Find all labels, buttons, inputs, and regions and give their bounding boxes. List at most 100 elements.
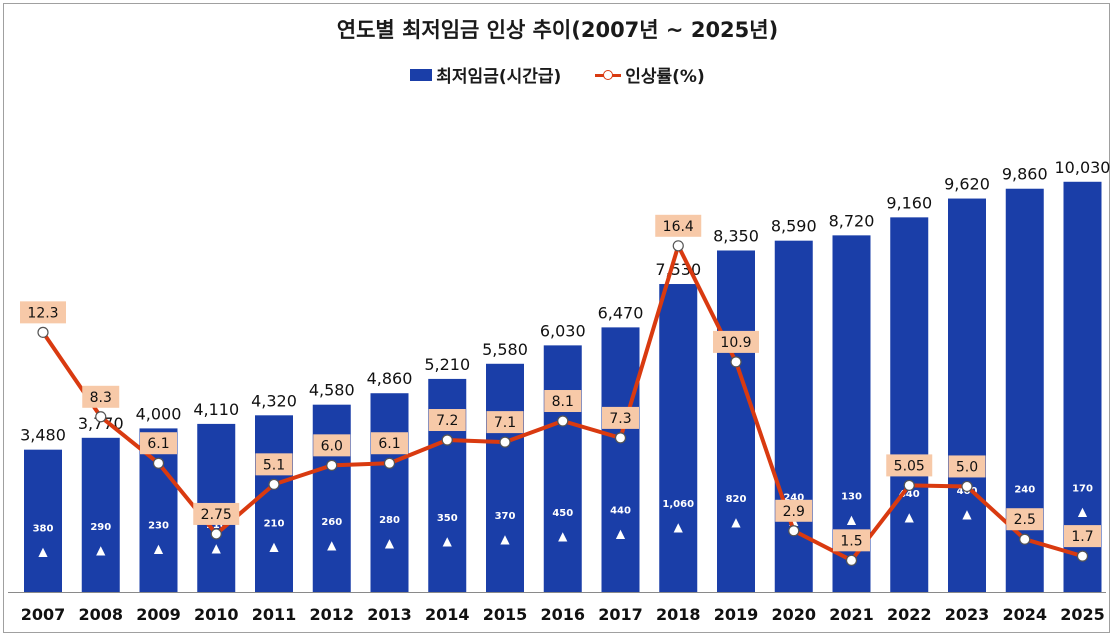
rate-label-box bbox=[140, 432, 177, 455]
x-tick-label: 2014 bbox=[425, 605, 470, 624]
increase-marker-icon: ▲ bbox=[327, 538, 337, 552]
rate-label-box bbox=[428, 409, 466, 432]
x-tick-label: 2021 bbox=[829, 605, 874, 624]
increase-marker-icon: ▲ bbox=[96, 543, 106, 557]
wage-value-label: 4,860 bbox=[367, 369, 413, 388]
x-tick-label: 2022 bbox=[887, 605, 932, 624]
rate-value-label: 8.1 bbox=[552, 394, 574, 410]
rate-label-box bbox=[833, 529, 870, 552]
rate-value-label: 7.1 bbox=[494, 415, 516, 431]
rate-value-label: 6.1 bbox=[147, 436, 169, 452]
wage-bar bbox=[659, 284, 698, 592]
wage-bar bbox=[1005, 188, 1044, 592]
rate-point bbox=[37, 326, 49, 338]
rate-point bbox=[441, 434, 453, 446]
legend-item-wage: 최저임금(시간급) bbox=[410, 62, 561, 87]
rate-label-box bbox=[313, 434, 351, 457]
rate-point bbox=[326, 459, 338, 471]
rate-value-label: 2.5 bbox=[1014, 512, 1036, 528]
wage-value-label: 9,620 bbox=[944, 175, 990, 194]
increase-amount-label: 280 bbox=[379, 515, 400, 526]
rate-value-label: 8.3 bbox=[90, 390, 112, 406]
rate-label-box bbox=[886, 454, 933, 477]
increase-marker-icon: ▲ bbox=[443, 534, 453, 548]
wage-bar bbox=[717, 250, 755, 593]
wage-value-label: 8,590 bbox=[771, 217, 817, 236]
rate-point bbox=[730, 356, 742, 368]
wage-bar bbox=[139, 428, 178, 592]
increase-marker-icon: ▲ bbox=[905, 510, 915, 524]
increase-amount-label: 260 bbox=[321, 517, 342, 528]
wage-bar bbox=[370, 393, 409, 592]
legend: 최저임금(시간급) 인상률(%) bbox=[0, 62, 1115, 87]
x-tick-label: 2025 bbox=[1060, 605, 1105, 624]
increase-amount-label: 230 bbox=[148, 520, 169, 531]
rate-value-label: 6.1 bbox=[378, 436, 400, 452]
wage-value-label: 9,160 bbox=[886, 193, 932, 212]
increase-amount-label: 110 bbox=[206, 520, 227, 531]
increase-amount-label: 290 bbox=[90, 522, 111, 533]
rate-point bbox=[672, 240, 684, 252]
increase-amount-label: 210 bbox=[264, 518, 285, 529]
rate-value-label: 1.5 bbox=[840, 533, 862, 549]
x-tick-label: 2009 bbox=[136, 605, 181, 624]
wage-bar bbox=[948, 198, 986, 593]
rate-point bbox=[268, 478, 280, 490]
increase-marker-icon: ▲ bbox=[385, 536, 395, 550]
rate-value-label: 5.1 bbox=[263, 457, 285, 473]
x-tick-label: 2016 bbox=[540, 605, 585, 624]
increase-marker-icon: ▲ bbox=[38, 545, 48, 559]
rate-value-label: 5.0 bbox=[956, 459, 978, 475]
increase-marker-icon: ▲ bbox=[616, 526, 626, 540]
rate-point bbox=[845, 554, 858, 566]
rate-point bbox=[1019, 533, 1031, 545]
rate-label-box bbox=[486, 411, 524, 434]
legend-label-wage: 최저임금(시간급) bbox=[436, 67, 562, 87]
wage-value-label: 4,110 bbox=[193, 400, 239, 419]
increase-amount-label: 450 bbox=[552, 508, 573, 519]
x-tick-label: 2007 bbox=[21, 605, 66, 624]
wage-value-label: 8,350 bbox=[713, 226, 759, 245]
rate-point bbox=[499, 436, 511, 448]
increase-amount-label: 820 bbox=[726, 494, 747, 505]
rate-point bbox=[210, 528, 222, 540]
x-tick-label: 2011 bbox=[252, 605, 297, 624]
rate-label-box bbox=[193, 502, 240, 525]
increase-marker-icon: ▲ bbox=[212, 541, 222, 555]
rate-label-box bbox=[713, 330, 759, 353]
increase-marker-icon: ▲ bbox=[962, 507, 972, 521]
increase-marker-icon: ▲ bbox=[1078, 504, 1088, 518]
wage-bar bbox=[81, 437, 120, 592]
wage-value-label: 3,480 bbox=[20, 426, 66, 445]
rate-point bbox=[1076, 550, 1089, 562]
rate-point bbox=[614, 432, 627, 444]
legend-item-rate: 인상률(%) bbox=[595, 62, 705, 87]
x-tick-label: 2008 bbox=[78, 605, 123, 624]
rate-label-box bbox=[82, 385, 120, 408]
rate-point bbox=[152, 457, 165, 469]
increase-marker-icon: ▲ bbox=[674, 520, 684, 534]
rate-value-label: 10.9 bbox=[720, 335, 751, 351]
x-tick-label: 2010 bbox=[194, 605, 239, 624]
rate-label-box bbox=[775, 499, 813, 522]
legend-swatch-bar-icon bbox=[410, 68, 433, 81]
wage-bar bbox=[312, 404, 351, 592]
wage-value-label: 4,000 bbox=[136, 404, 182, 423]
rate-value-label: 2.9 bbox=[783, 504, 805, 520]
rate-label-box bbox=[255, 453, 293, 476]
rate-point bbox=[557, 415, 569, 427]
increase-marker-icon: ▲ bbox=[847, 513, 857, 527]
increase-amount-label: 370 bbox=[495, 511, 516, 522]
wage-value-label: 4,320 bbox=[251, 391, 297, 410]
increase-amount-label: 240 bbox=[783, 492, 804, 503]
rate-point bbox=[788, 525, 800, 537]
increase-marker-icon: ▲ bbox=[558, 529, 568, 543]
x-tick-label: 2017 bbox=[598, 605, 643, 624]
x-tick-label: 2013 bbox=[367, 605, 412, 624]
x-tick-label: 2018 bbox=[656, 605, 701, 624]
increase-marker-icon: ▲ bbox=[500, 532, 510, 546]
rate-label-box bbox=[1006, 508, 1044, 531]
wage-value-label: 9,860 bbox=[1002, 165, 1048, 184]
rate-point bbox=[903, 479, 915, 491]
chart-title: 연도별 최저임금 인상 추이(2007년 ~ 2025년) bbox=[336, 18, 779, 42]
